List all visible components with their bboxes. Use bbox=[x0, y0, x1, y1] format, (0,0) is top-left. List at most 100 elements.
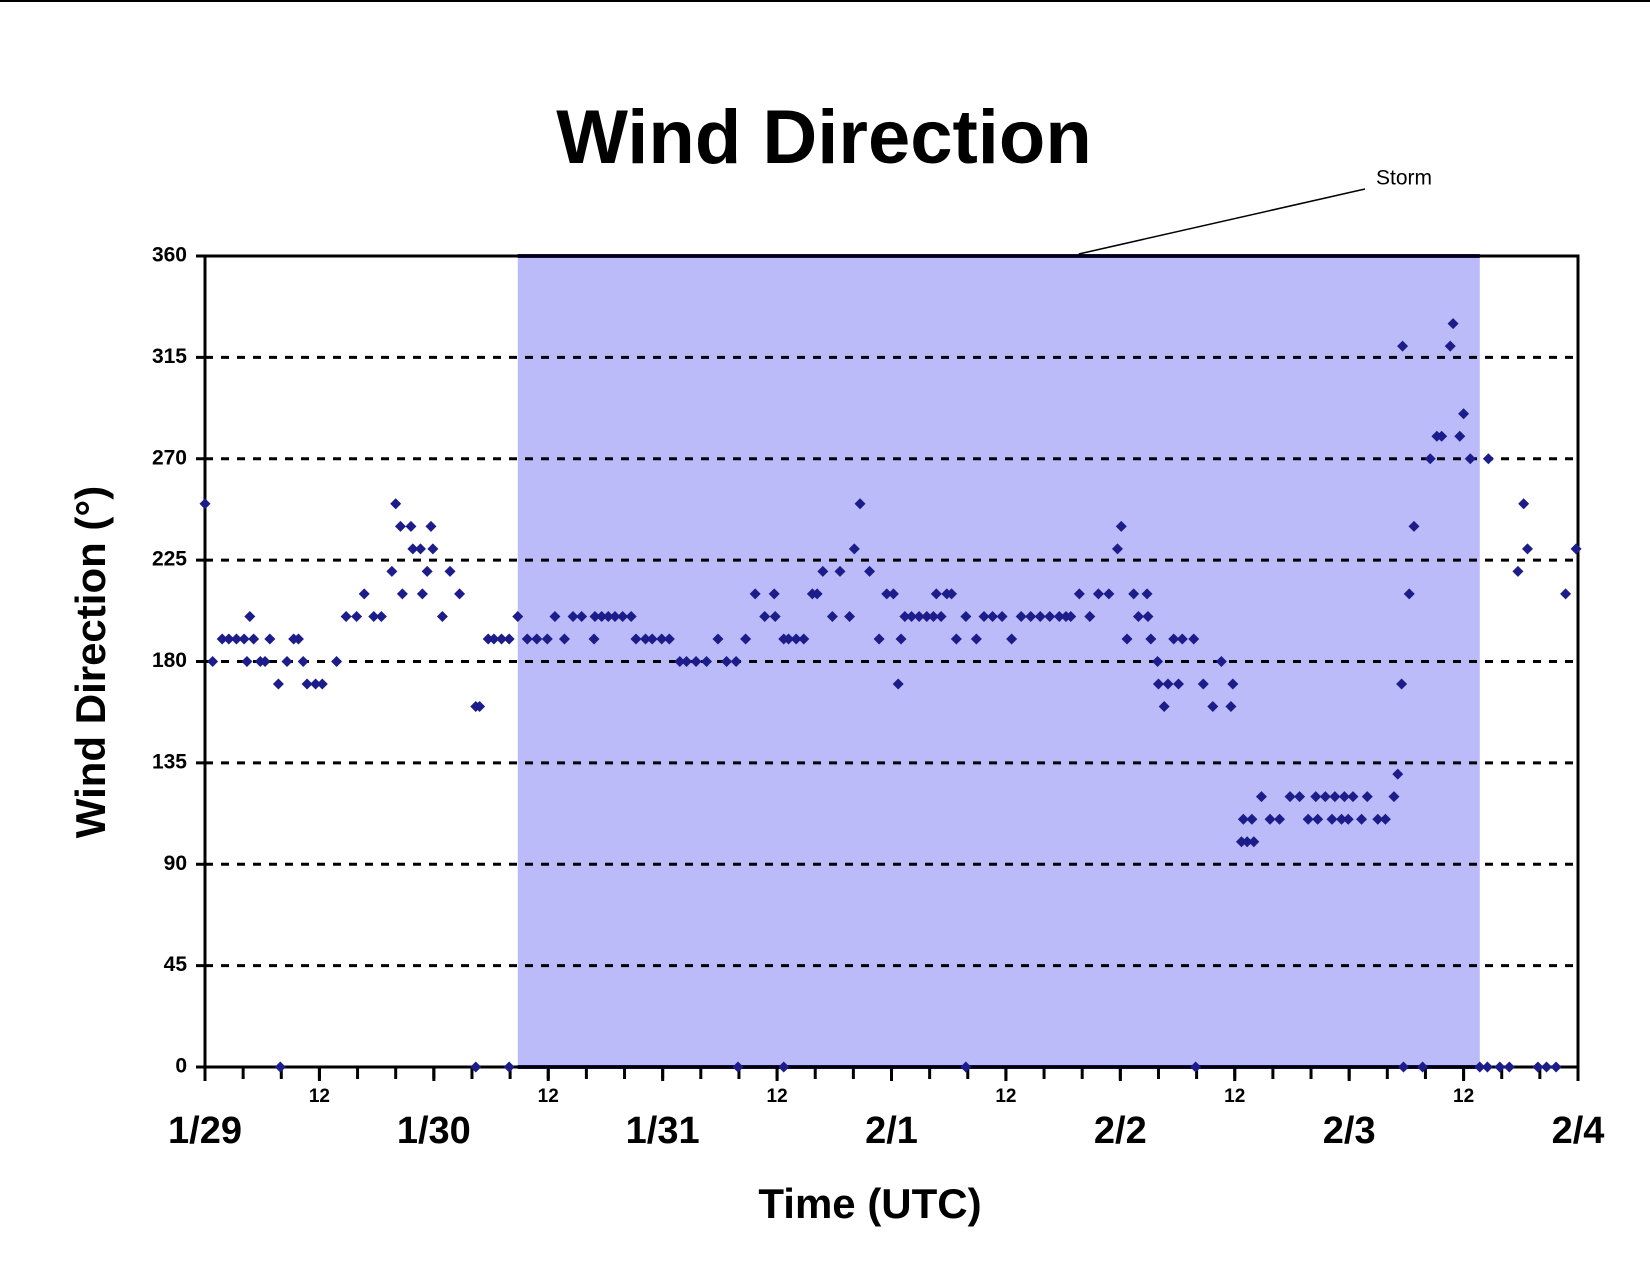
data-point bbox=[1458, 408, 1470, 420]
data-point bbox=[960, 610, 972, 622]
data-point bbox=[1417, 1061, 1429, 1073]
y-tick-label: 45 bbox=[164, 953, 188, 976]
data-point bbox=[1073, 588, 1085, 600]
data-point bbox=[470, 1061, 482, 1073]
data-point bbox=[589, 610, 601, 622]
data-point bbox=[1310, 791, 1322, 803]
data-point bbox=[1025, 610, 1037, 622]
data-point bbox=[690, 656, 702, 667]
data-point bbox=[1408, 520, 1420, 532]
data-point bbox=[1158, 701, 1170, 713]
data-point bbox=[1372, 813, 1384, 825]
data-point bbox=[474, 701, 486, 713]
data-point bbox=[1207, 701, 1219, 713]
data-point bbox=[1541, 1061, 1553, 1073]
x-date-label: 2/1 bbox=[865, 1110, 918, 1152]
data-point bbox=[646, 633, 658, 645]
data-point bbox=[1241, 836, 1253, 848]
data-point bbox=[259, 656, 271, 667]
data-point bbox=[1235, 836, 1247, 848]
annotation: Storm bbox=[1376, 167, 1432, 190]
data-point bbox=[1336, 813, 1348, 825]
data-point bbox=[351, 610, 363, 622]
data-point bbox=[416, 588, 428, 600]
data-point bbox=[588, 633, 600, 645]
y-tick-label: 360 bbox=[152, 244, 187, 267]
data-point bbox=[272, 678, 284, 690]
data-point bbox=[1225, 701, 1237, 713]
data-point bbox=[1162, 678, 1174, 690]
data-point bbox=[895, 633, 907, 645]
data-point bbox=[223, 633, 235, 645]
data-point bbox=[1111, 543, 1123, 555]
data-point bbox=[244, 610, 256, 622]
data-point bbox=[454, 588, 466, 600]
data-point bbox=[297, 656, 309, 667]
data-point bbox=[375, 610, 387, 622]
data-point bbox=[1044, 610, 1056, 622]
data-point bbox=[1379, 813, 1391, 825]
data-point bbox=[386, 565, 398, 577]
y-tick-label: 270 bbox=[152, 446, 187, 469]
x-hour-label: 12 bbox=[995, 1086, 1016, 1107]
data-point bbox=[199, 498, 211, 510]
data-point bbox=[913, 610, 925, 622]
data-point bbox=[425, 520, 437, 532]
data-point bbox=[1347, 791, 1359, 803]
storm-shade bbox=[517, 256, 1480, 1067]
data-point bbox=[906, 610, 918, 622]
y-tick-label: 90 bbox=[164, 852, 187, 875]
data-point bbox=[1115, 520, 1127, 532]
data-point bbox=[1388, 791, 1400, 803]
data-point bbox=[576, 610, 588, 622]
y-tick-label: 180 bbox=[152, 649, 187, 672]
data-point bbox=[241, 656, 253, 667]
chart-title: Wind Direction bbox=[556, 95, 1092, 180]
data-point bbox=[390, 498, 402, 510]
data-point bbox=[946, 588, 958, 600]
data-point bbox=[488, 633, 500, 645]
data-point bbox=[421, 565, 433, 577]
data-point bbox=[1248, 836, 1260, 848]
data-point bbox=[248, 633, 260, 645]
data-point bbox=[1197, 678, 1209, 690]
data-point bbox=[625, 610, 637, 622]
data-point bbox=[1103, 588, 1115, 600]
data-point bbox=[881, 588, 893, 600]
x-date-label: 2/2 bbox=[1094, 1110, 1147, 1152]
data-point bbox=[310, 678, 322, 690]
data-point bbox=[1121, 633, 1133, 645]
data-point bbox=[1227, 678, 1239, 690]
data-point bbox=[1255, 791, 1267, 803]
data-point bbox=[567, 610, 579, 622]
data-point bbox=[368, 610, 380, 622]
data-point bbox=[358, 588, 370, 600]
data-point bbox=[681, 656, 693, 667]
data-point bbox=[970, 633, 982, 645]
data-point bbox=[921, 610, 933, 622]
data-point bbox=[1481, 1061, 1493, 1073]
data-point bbox=[1319, 791, 1331, 803]
data-point bbox=[1142, 610, 1154, 622]
y-tick-label: 0 bbox=[175, 1055, 187, 1078]
data-point bbox=[749, 588, 761, 600]
data-point bbox=[1176, 633, 1188, 645]
x-date-label: 2/3 bbox=[1323, 1110, 1376, 1152]
y-tick-label: 315 bbox=[152, 345, 187, 368]
data-point bbox=[1053, 610, 1065, 622]
data-point bbox=[230, 633, 242, 645]
x-date-label: 2/4 bbox=[1552, 1110, 1605, 1152]
data-point bbox=[1284, 791, 1296, 803]
data-point bbox=[712, 633, 724, 645]
data-point bbox=[1403, 588, 1415, 600]
plot-frame bbox=[203, 254, 1580, 1069]
data-point bbox=[316, 678, 328, 690]
data-point bbox=[960, 1061, 972, 1073]
data-point bbox=[1494, 1061, 1506, 1073]
data-point bbox=[521, 633, 533, 645]
data-point bbox=[1570, 543, 1582, 555]
data-point bbox=[1246, 813, 1258, 825]
data-point bbox=[331, 656, 343, 667]
data-point bbox=[848, 543, 860, 555]
data-point bbox=[1084, 610, 1096, 622]
